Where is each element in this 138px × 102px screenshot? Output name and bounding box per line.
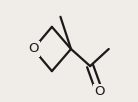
Text: O: O — [28, 43, 39, 55]
Text: O: O — [94, 85, 104, 98]
